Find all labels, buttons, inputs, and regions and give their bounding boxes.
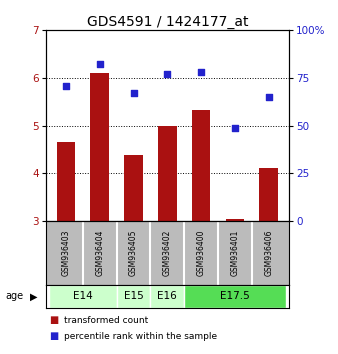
- Text: percentile rank within the sample: percentile rank within the sample: [64, 332, 217, 341]
- Bar: [56, 142, 75, 221]
- Text: GSM936406: GSM936406: [264, 230, 273, 276]
- Point: [198, 69, 204, 75]
- Text: GSM936403: GSM936403: [62, 230, 70, 276]
- Point: [131, 90, 136, 96]
- Point: [165, 71, 170, 77]
- Point: [97, 62, 102, 67]
- Text: ▶: ▶: [30, 291, 38, 302]
- Text: ■: ■: [49, 315, 58, 325]
- Text: E15: E15: [124, 291, 143, 302]
- Text: E14: E14: [73, 291, 93, 302]
- Text: E16: E16: [158, 291, 177, 302]
- Title: GDS4591 / 1424177_at: GDS4591 / 1424177_at: [87, 15, 248, 29]
- Text: GSM936402: GSM936402: [163, 230, 172, 276]
- Bar: [49, 285, 117, 308]
- Text: transformed count: transformed count: [64, 316, 148, 325]
- Text: GSM936405: GSM936405: [129, 230, 138, 276]
- Bar: [150, 285, 184, 308]
- Text: GSM936400: GSM936400: [197, 230, 206, 276]
- Text: ■: ■: [49, 331, 58, 341]
- Bar: [124, 155, 143, 221]
- Bar: [226, 219, 244, 221]
- Bar: [90, 73, 109, 221]
- Point: [266, 94, 271, 100]
- Point: [63, 83, 69, 88]
- Point: [232, 125, 238, 130]
- Text: GSM936401: GSM936401: [231, 230, 239, 276]
- Text: E17.5: E17.5: [220, 291, 250, 302]
- Text: GSM936404: GSM936404: [95, 230, 104, 276]
- Bar: [158, 126, 177, 221]
- Text: age: age: [5, 291, 23, 302]
- Bar: [192, 110, 210, 221]
- Bar: [260, 168, 278, 221]
- Bar: [117, 285, 150, 308]
- Bar: [184, 285, 286, 308]
